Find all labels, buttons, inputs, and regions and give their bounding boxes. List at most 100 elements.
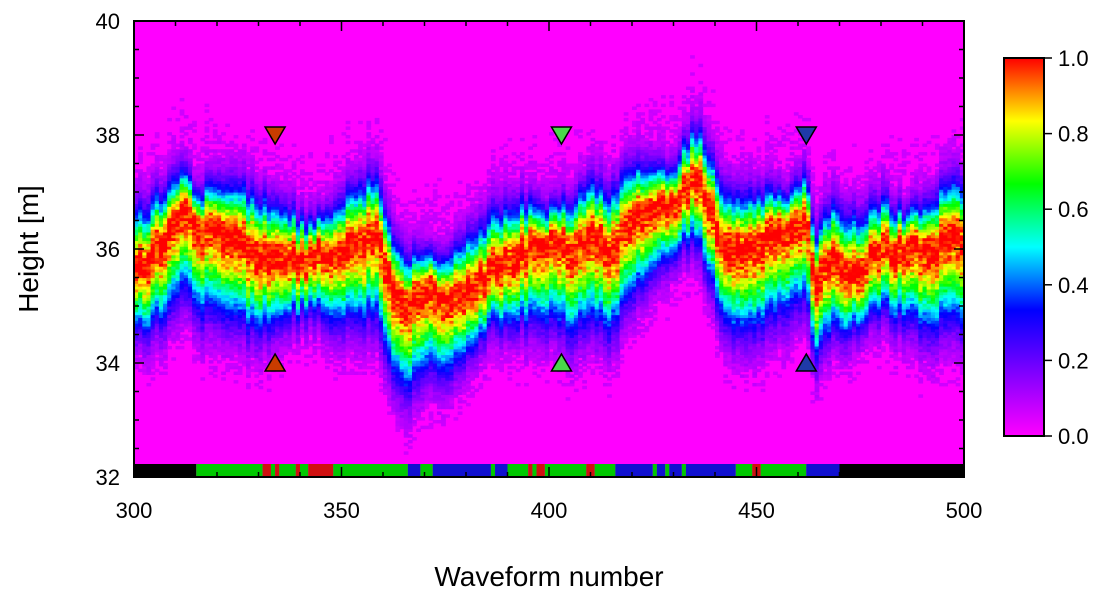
heatmap-cell [354,155,359,158]
heatmap-cell [408,201,413,204]
heatmap-cell [254,383,259,386]
heatmap-cell [333,369,338,372]
heatmap-cell [217,360,222,363]
heatmap-cell [308,186,313,189]
heatmap-cell [142,172,147,175]
heatmap-column [167,118,172,349]
heatmap-column [146,152,151,386]
heatmap-column [263,138,268,369]
heatmap-cell [400,221,405,224]
heatmap-cell [146,383,151,386]
heatmap-cell [342,155,347,158]
heatmap-cell [375,135,380,138]
heatmap-cell [387,164,392,167]
heatmap-cell [188,149,193,152]
heatmap-cell [167,141,172,144]
heatmap-cell [176,149,181,152]
heatmap-column [408,201,413,450]
heatmap-cell [275,155,280,158]
heatmap-cell [234,152,239,155]
heatmap-cell [279,172,284,175]
heatmap-cell [221,372,226,375]
heatmap-cell [221,141,226,144]
heatmap-cell [184,115,189,118]
heatmap-cell [379,383,384,386]
heatmap-cell [337,172,342,175]
heatmap-cell [205,141,210,144]
heatmap-cell [375,118,380,121]
heatmap-cell [205,104,210,107]
heatmap-cell [379,389,384,392]
heatmap-cell [371,138,376,141]
heatmap-cell [213,366,218,369]
heatmap-cell [205,126,210,129]
heatmap-cell [159,164,164,167]
heatmap-cell [254,172,259,175]
heatmap-column [176,118,181,349]
heatmap-cell [395,215,400,218]
heatmap-cell [317,186,322,189]
heatmap-cell [362,372,367,375]
heatmap-cell [346,372,351,375]
heatmap-cell [387,169,392,172]
heatmap-cell [200,377,205,380]
heatmap-cell [304,354,309,357]
heatmap-cell [350,354,355,357]
heatmap-cell [371,146,376,149]
heatmap-column [180,98,185,349]
heatmap-cell [312,181,317,184]
heatmap-column [333,155,338,381]
heatmap-cell [333,161,338,164]
heatmap-column [159,155,164,375]
heatmap-column [346,121,351,375]
heatmap-cell [234,357,239,360]
heatmap-cell [242,144,247,147]
heatmap-cell [383,175,388,178]
heatmap-cell [176,346,181,349]
heatmap-column [325,152,330,369]
heatmap-cell [246,383,251,386]
heatmap-cell [354,363,359,366]
heatmap-cell [205,109,210,112]
heatmap-cell [238,366,243,369]
heatmap-cell [271,166,276,169]
heatmap-cell [209,141,214,144]
heatmap-cell [279,374,284,377]
heatmap-cell [279,144,284,147]
heatmap-cell [151,144,156,147]
heatmap-cell [155,132,160,135]
heatmap-cell [308,178,313,181]
heatmap-cell [288,155,293,158]
heatmap-cell [279,164,284,167]
heatmap-column [350,149,355,375]
heatmap-cell [329,135,334,138]
heatmap-column [342,132,347,375]
heatmap-cell [167,118,172,121]
heatmap-cell [184,146,189,149]
heatmap-cell [259,169,264,172]
heatmap-cell [296,175,301,178]
heatmap-cell [180,346,185,349]
heatmap-cell [304,181,309,184]
heatmap-cell [138,169,143,172]
heatmap-cell [312,360,317,363]
heatmap-cell [250,155,255,158]
heatmap-cell [151,372,156,375]
heatmap-cell [288,175,293,178]
heatmap-cell [366,366,371,369]
heatmap-cell [391,172,396,175]
heatmap-cell [254,146,259,149]
heatmap-cell [209,155,214,158]
heatmap-cell [250,138,255,141]
heatmap-cell [254,374,259,377]
heatmap-cell [271,175,276,178]
heatmap-cell [263,138,268,141]
heatmap-cell [362,144,367,147]
heatmap-cell [184,335,189,338]
heatmap-cell [321,181,326,184]
heatmap-column [304,172,309,366]
heatmap-cell [346,135,351,138]
heatmap-cell [342,166,347,169]
heatmap-cell [321,195,326,198]
heatmap-cell [325,172,330,175]
